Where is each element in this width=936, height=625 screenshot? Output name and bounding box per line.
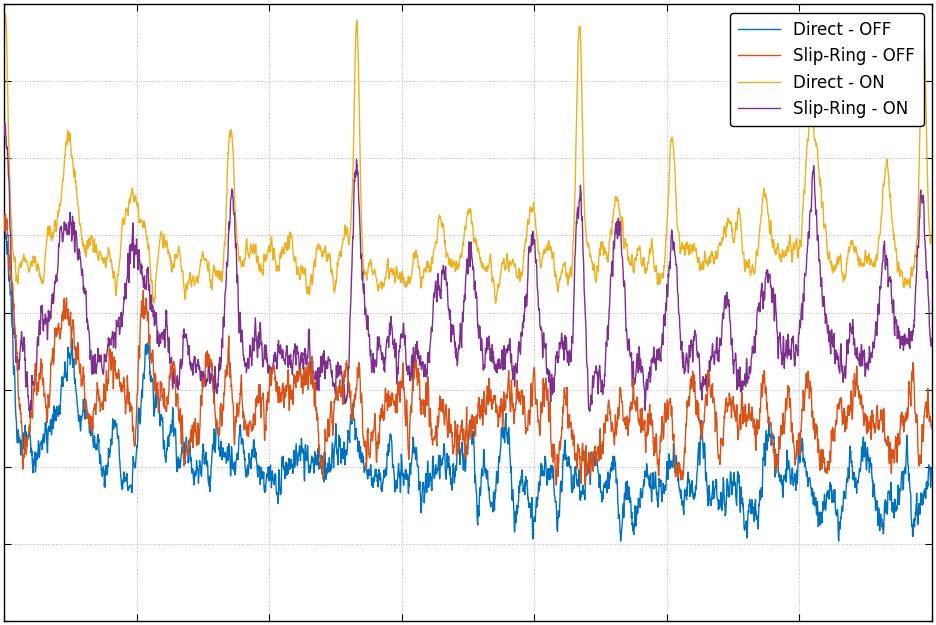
Direct - ON — [0, 10, 11, 18]
Slip-Ring - ON — [0, 119, 10, 126]
Slip-Ring - OFF — [395, 383, 406, 391]
Direct - OFF — [615, 538, 626, 545]
Direct - ON — [809, 134, 820, 141]
Direct - OFF — [909, 518, 920, 525]
Slip-Ring - ON — [909, 316, 920, 324]
Direct - OFF — [160, 454, 171, 462]
Slip-Ring - ON — [809, 172, 820, 179]
Direct - ON — [927, 235, 936, 242]
Slip-Ring - OFF — [0, 212, 9, 219]
Line: Direct - ON: Direct - ON — [4, 14, 932, 303]
Slip-Ring - OFF — [550, 481, 562, 489]
Direct - OFF — [0, 222, 9, 229]
Line: Slip-Ring - OFF: Slip-Ring - OFF — [4, 214, 932, 485]
Slip-Ring - ON — [24, 414, 36, 421]
Slip-Ring - ON — [355, 243, 366, 251]
Direct - ON — [490, 299, 502, 307]
Slip-Ring - OFF — [160, 404, 171, 412]
Slip-Ring - OFF — [927, 425, 936, 432]
Direct - ON — [0, 36, 9, 44]
Slip-Ring - OFF — [105, 351, 116, 358]
Direct - OFF — [395, 489, 406, 496]
Direct - ON — [105, 256, 116, 264]
Direct - OFF — [927, 472, 936, 479]
Direct - OFF — [0, 217, 10, 225]
Direct - ON — [395, 273, 406, 281]
Direct - ON — [355, 158, 366, 166]
Slip-Ring - ON — [160, 322, 171, 330]
Slip-Ring - OFF — [355, 377, 366, 384]
Slip-Ring - OFF — [909, 382, 920, 390]
Direct - OFF — [105, 448, 116, 456]
Slip-Ring - ON — [927, 342, 936, 349]
Direct - ON — [909, 259, 920, 267]
Direct - OFF — [809, 494, 820, 501]
Slip-Ring - ON — [395, 332, 406, 339]
Legend: Direct - OFF, Slip-Ring - OFF, Direct - ON, Slip-Ring - ON: Direct - OFF, Slip-Ring - OFF, Direct - … — [730, 12, 924, 126]
Line: Slip-Ring - ON: Slip-Ring - ON — [4, 122, 932, 418]
Direct - ON — [160, 241, 171, 249]
Slip-Ring - ON — [105, 339, 116, 347]
Direct - OFF — [355, 445, 366, 452]
Line: Direct - OFF: Direct - OFF — [4, 221, 932, 541]
Slip-Ring - OFF — [0, 211, 11, 218]
Slip-Ring - OFF — [809, 422, 820, 429]
Slip-Ring - ON — [0, 132, 9, 139]
